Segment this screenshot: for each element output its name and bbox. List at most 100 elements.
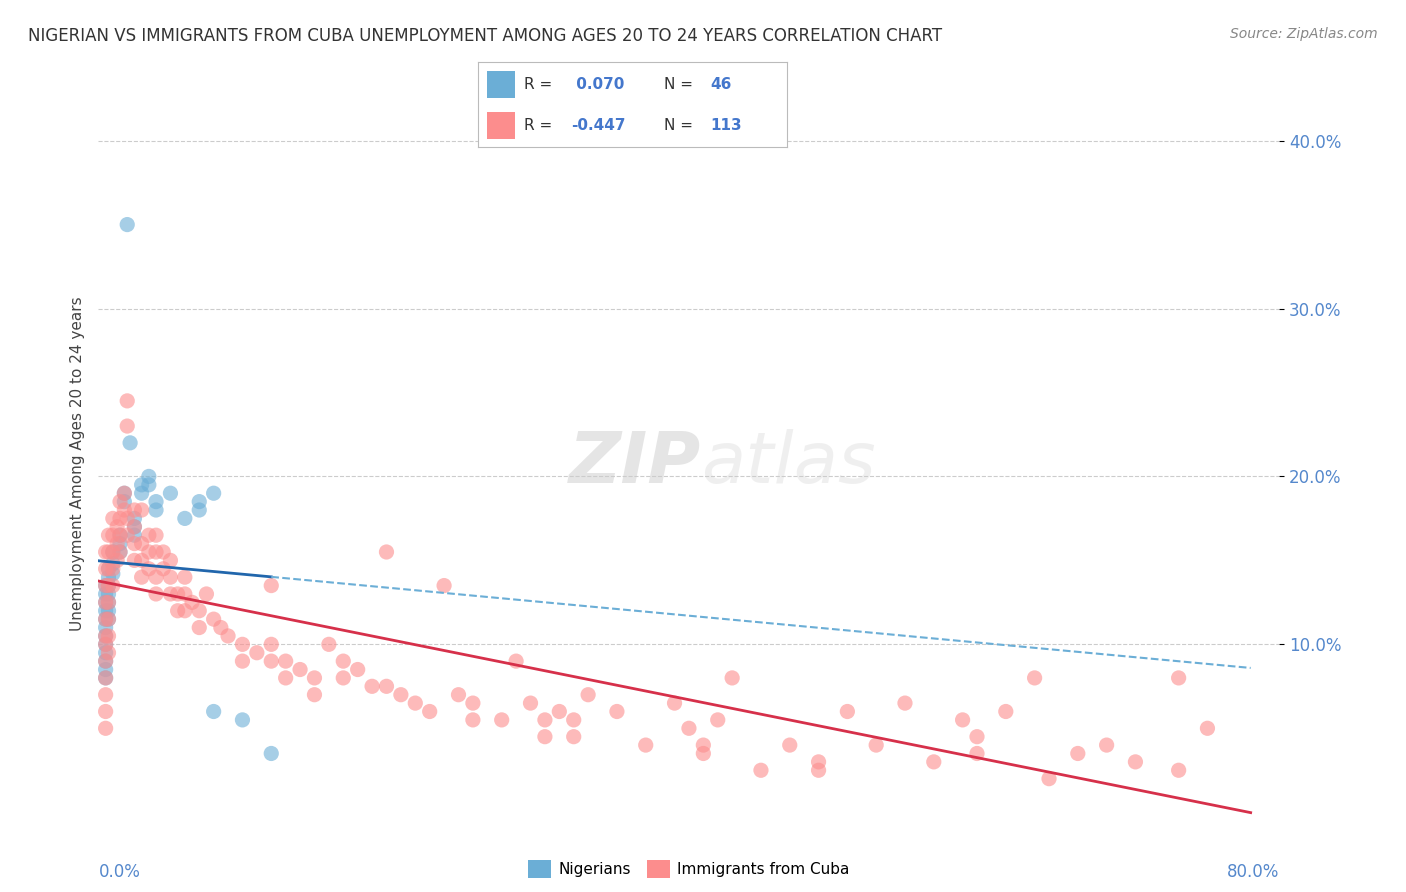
Point bbox=[124, 528, 146, 542]
Point bbox=[209, 621, 232, 635]
Y-axis label: Unemployment Among Ages 20 to 24 years: Unemployment Among Ages 20 to 24 years bbox=[69, 296, 84, 632]
Point bbox=[94, 671, 117, 685]
Point bbox=[375, 545, 398, 559]
Point bbox=[94, 595, 117, 609]
Point bbox=[231, 713, 253, 727]
Point bbox=[332, 654, 354, 668]
Point bbox=[548, 705, 571, 719]
Point bbox=[159, 553, 181, 567]
Point bbox=[952, 713, 974, 727]
Point bbox=[404, 696, 426, 710]
Point bbox=[1038, 772, 1060, 786]
Point bbox=[159, 570, 181, 584]
Point bbox=[433, 578, 456, 592]
Point bbox=[115, 393, 138, 408]
Point bbox=[97, 587, 120, 601]
Point bbox=[166, 587, 188, 601]
Point bbox=[375, 679, 398, 693]
Point bbox=[260, 747, 283, 761]
Point bbox=[1067, 747, 1090, 761]
Point bbox=[274, 654, 297, 668]
Point bbox=[108, 528, 131, 542]
Point bbox=[260, 654, 283, 668]
Point bbox=[94, 688, 117, 702]
Point bbox=[101, 557, 124, 571]
FancyBboxPatch shape bbox=[488, 71, 515, 98]
Point bbox=[138, 478, 160, 492]
Point bbox=[692, 747, 714, 761]
Text: -0.447: -0.447 bbox=[571, 118, 626, 133]
Point bbox=[1197, 721, 1219, 735]
Text: Source: ZipAtlas.com: Source: ZipAtlas.com bbox=[1230, 27, 1378, 41]
Point bbox=[678, 721, 700, 735]
Point bbox=[131, 486, 153, 500]
Point bbox=[112, 494, 135, 508]
Point bbox=[346, 663, 368, 677]
Point bbox=[112, 486, 135, 500]
Point bbox=[101, 578, 124, 592]
Point bbox=[145, 503, 167, 517]
Point bbox=[131, 570, 153, 584]
Point bbox=[94, 654, 117, 668]
Text: atlas: atlas bbox=[700, 429, 876, 499]
Text: ZIP: ZIP bbox=[568, 429, 700, 499]
Text: 0.0%: 0.0% bbox=[98, 863, 141, 881]
Point bbox=[159, 486, 181, 500]
Text: N =: N = bbox=[664, 118, 693, 133]
Point bbox=[131, 536, 153, 550]
Point bbox=[131, 503, 153, 517]
Point bbox=[138, 562, 160, 576]
Point bbox=[94, 629, 117, 643]
Point bbox=[105, 553, 128, 567]
Point bbox=[94, 612, 117, 626]
Point bbox=[97, 578, 120, 592]
Point bbox=[217, 629, 239, 643]
Point bbox=[145, 528, 167, 542]
Point bbox=[721, 671, 744, 685]
Point bbox=[195, 587, 218, 601]
Point bbox=[152, 545, 174, 559]
Point bbox=[231, 654, 253, 668]
Text: 0.070: 0.070 bbox=[571, 77, 624, 92]
Point bbox=[97, 528, 120, 542]
Point bbox=[94, 671, 117, 685]
Point bbox=[131, 478, 153, 492]
Point bbox=[94, 578, 117, 592]
Point bbox=[94, 578, 117, 592]
Point bbox=[94, 604, 117, 618]
Point bbox=[304, 688, 326, 702]
Point bbox=[101, 545, 124, 559]
Point bbox=[105, 536, 128, 550]
Point bbox=[94, 637, 117, 651]
Point bbox=[115, 511, 138, 525]
Point bbox=[837, 705, 859, 719]
Point bbox=[173, 604, 195, 618]
Point bbox=[576, 688, 599, 702]
Point bbox=[94, 637, 117, 651]
Point bbox=[361, 679, 384, 693]
Point bbox=[94, 705, 117, 719]
Point bbox=[97, 604, 120, 618]
Point bbox=[115, 528, 138, 542]
Point bbox=[97, 612, 120, 626]
Point bbox=[124, 503, 146, 517]
Text: R =: R = bbox=[524, 118, 553, 133]
Point bbox=[188, 503, 211, 517]
Point bbox=[491, 713, 513, 727]
Point bbox=[894, 696, 917, 710]
Point bbox=[389, 688, 412, 702]
Point bbox=[318, 637, 340, 651]
Point bbox=[188, 494, 211, 508]
Point bbox=[231, 637, 253, 651]
Point bbox=[101, 511, 124, 525]
Point bbox=[120, 435, 142, 450]
Point bbox=[173, 511, 195, 525]
Point bbox=[534, 730, 557, 744]
Point bbox=[94, 562, 117, 576]
Point bbox=[97, 595, 120, 609]
Point bbox=[664, 696, 686, 710]
Point bbox=[519, 696, 541, 710]
Point bbox=[166, 604, 188, 618]
Point bbox=[108, 545, 131, 559]
Point bbox=[461, 713, 484, 727]
